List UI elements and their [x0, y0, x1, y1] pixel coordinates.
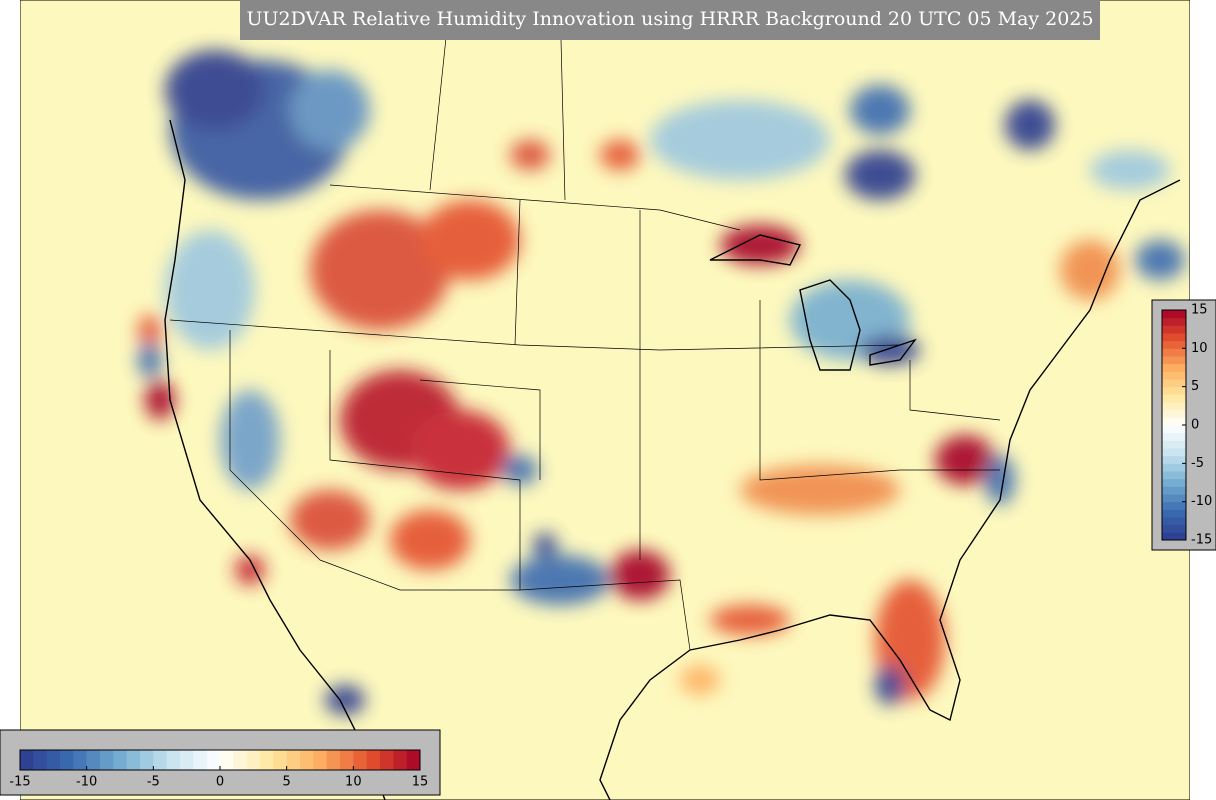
colorbar-segment	[233, 750, 248, 770]
colorbar-segment	[1162, 386, 1186, 395]
colorbar-segment	[1162, 494, 1186, 503]
colorbar-segment	[260, 750, 274, 770]
colorbar-segment	[286, 750, 301, 770]
colorbar-segment	[180, 750, 194, 770]
colorbar-segment	[380, 750, 394, 770]
colorbar-segment	[1162, 448, 1186, 457]
title-box	[240, 0, 1100, 40]
colorbar-segment	[1162, 440, 1186, 449]
colorbar-segment	[1162, 417, 1186, 426]
colorbar-segment	[1162, 532, 1186, 541]
coastline	[164, 119, 1181, 800]
colorbar-segment	[1162, 478, 1186, 487]
colorbar-segment	[1162, 409, 1186, 418]
colorbar-segment	[126, 750, 141, 770]
colorbar-segment	[393, 750, 408, 770]
colorbar-segment	[1162, 455, 1186, 464]
colorbar-segment	[1162, 371, 1186, 380]
colorbar-tick-label: 15	[1191, 303, 1208, 318]
colorbar-segment	[206, 750, 221, 770]
colorbar-tick-label: -15	[1191, 533, 1212, 548]
colorbar-tick-label: 5	[1191, 379, 1199, 394]
colorbar-segment	[113, 750, 128, 770]
colorbar-segment	[60, 750, 74, 770]
colorbar-segment	[1162, 486, 1186, 495]
colorbar-tick-label: 10	[1191, 341, 1208, 356]
title: UU2DVAR Relative Humidity Innovation usi…	[246, 8, 1093, 30]
colorbar-tick-label: -10	[76, 775, 97, 790]
colorbar-segment	[1162, 394, 1186, 403]
colorbar-tick-label: 15	[412, 775, 429, 790]
colorbar-segment	[46, 750, 61, 770]
colorbar-segment	[1162, 501, 1186, 510]
colorbar-segment	[340, 750, 354, 770]
colorbar-segment	[33, 750, 48, 770]
colorbar-segment	[166, 750, 181, 770]
colorbar-segment	[220, 750, 234, 770]
colorbar-segment	[1162, 471, 1186, 480]
colorbar-segment	[353, 750, 368, 770]
colorbar-tick-label: 10	[345, 775, 362, 790]
colorbar-segment	[326, 750, 341, 770]
colorbar-vertical: -15 -10 -5 0 5 10 15	[1151, 299, 1216, 551]
colorbar-tick-label: -10	[1191, 494, 1212, 509]
colorbar-segment	[193, 750, 208, 770]
colorbar-segment	[100, 750, 114, 770]
colorbar-segment	[273, 750, 288, 770]
colorbar-tick-label: 0	[216, 775, 224, 790]
colorbar-segment	[313, 750, 328, 770]
colorbar-tick-label: -15	[9, 775, 30, 790]
colorbar-segment	[1162, 340, 1186, 349]
colorbar-segment	[20, 750, 34, 770]
colorbar-segment	[1162, 333, 1186, 342]
colorbar-segment	[1162, 402, 1186, 411]
colorbar-segment	[153, 750, 168, 770]
colorbar-segment	[1162, 363, 1186, 372]
colorbar-segment	[1162, 356, 1186, 365]
colorbar-horizontal: -15 -10 -5 0 5 10 15	[0, 729, 441, 796]
colorbar-segment	[1162, 325, 1186, 334]
colorbar-tick-label: 0	[1191, 418, 1199, 433]
colorbar-segment	[1162, 310, 1186, 319]
map	[20, 0, 1190, 800]
colorbar-segment	[1162, 509, 1186, 518]
colorbar-segment	[1162, 463, 1186, 472]
colorbar-segment	[73, 750, 88, 770]
colorbar-tick-label: -5	[1191, 456, 1204, 471]
colorbar-segment	[366, 750, 381, 770]
colorbar-segment	[1162, 524, 1186, 533]
field	[138, 50, 1185, 715]
colorbar-tick-label: -5	[147, 775, 160, 790]
colorbar-segment	[140, 750, 154, 770]
colorbar-segment	[1162, 317, 1186, 326]
colorbar-segment	[86, 750, 101, 770]
colorbar-segment	[1162, 379, 1186, 388]
colorbar-segment	[1162, 348, 1186, 357]
colorbar-segment	[1162, 432, 1186, 441]
colorbar-segment	[1162, 517, 1186, 526]
colorbar-segment	[1162, 425, 1186, 434]
colorbar-tick-label: 5	[283, 775, 291, 790]
colorbar-segment	[246, 750, 261, 770]
colorbar-segment	[300, 750, 314, 770]
colorbar-segment	[406, 750, 421, 770]
